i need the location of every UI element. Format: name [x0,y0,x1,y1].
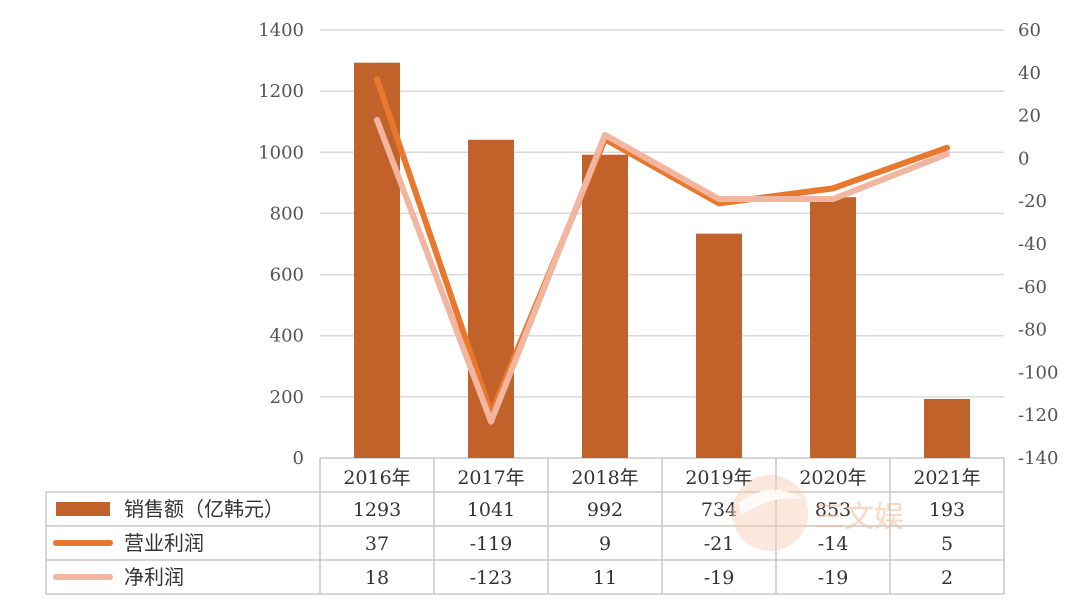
x-category-label: 2019年 [685,467,752,489]
y-right-tick-label: -40 [1018,234,1047,255]
y-left-tick-label: 1000 [258,142,304,163]
data-table-cell: 1293 [353,499,401,521]
x-category-label: 2020年 [799,467,866,489]
watermark-logo-swoosh-icon [738,489,805,515]
y-right-tick-label: -60 [1018,277,1047,298]
line-series-2 [374,116,950,425]
chart-layer: 0200400600800100012001400-140-120-100-80… [45,20,1058,595]
y-left-tick-label: 1200 [258,81,304,102]
x-category-label: 2016年 [343,467,410,489]
x-category-label: 2021年 [913,467,980,489]
y-left-tick-label: 1400 [258,20,304,41]
y-left-tick-label: 0 [293,448,304,469]
data-table-cell: -19 [818,567,849,589]
legend-label: 净利润 [124,565,184,589]
data-table-cell: 853 [815,499,851,521]
y-right-tick-label: 60 [1018,20,1041,41]
data-table-cell: 992 [587,499,623,521]
y-left-tick-label: 800 [270,203,304,224]
data-table-cell: 11 [593,567,617,589]
data-table-cell: 37 [365,533,389,555]
y-right-tick-label: -20 [1018,191,1047,212]
legend-label: 销售额（亿韩元） [124,497,284,521]
y-left-tick-label: 200 [270,387,304,408]
legend-swatch-bar [56,502,110,516]
data-table-cell: 2 [941,567,953,589]
y-right-tick-label: 0 [1018,148,1029,169]
y-right-tick-label: -80 [1018,320,1047,341]
y-right-tick-label: 20 [1018,106,1041,127]
legend-label: 营业利润 [124,531,204,555]
bar-5 [810,197,856,458]
x-category-label: 2018年 [571,467,638,489]
data-table-cell: 5 [941,533,953,555]
data-table-cell: 9 [599,533,611,555]
bar-4 [696,233,742,458]
data-table-cell: -19 [704,567,735,589]
data-table-cell: -119 [470,533,513,555]
data-table-cell: -14 [818,533,849,555]
data-table-cell: 18 [365,567,389,589]
data-table-cell: -21 [704,533,735,555]
y-right-tick-label: 40 [1018,63,1041,84]
data-table-cell: -123 [470,567,513,589]
watermark: 三文娱 [732,475,904,551]
data-table-cell: 193 [929,499,965,521]
y-right-tick-label: -100 [1018,362,1058,383]
x-category-label: 2017年 [457,467,524,489]
line-series-1 [374,76,950,417]
bar-6 [924,398,970,458]
bar-3 [582,154,628,458]
data-table-cell: 1041 [467,499,515,521]
y-right-tick-label: -120 [1018,405,1058,426]
data-table-cell: 734 [701,499,737,521]
y-left-tick-label: 400 [270,326,304,347]
y-right-tick-label: -140 [1018,448,1058,469]
watermark-text: 三文娱 [814,500,904,535]
y-left-tick-label: 600 [270,265,304,286]
